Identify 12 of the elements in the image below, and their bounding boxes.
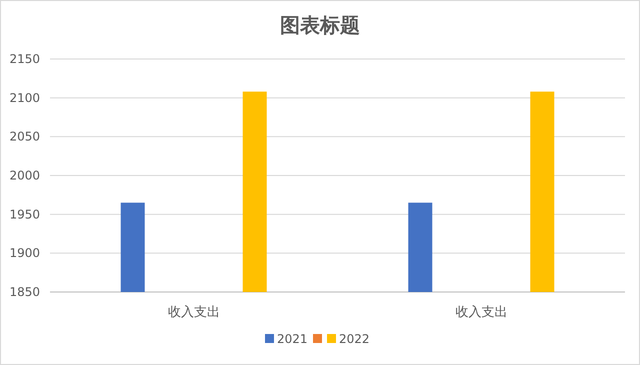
x-tick-label: 收入支出 [455, 305, 508, 320]
legend-label: 2021 [277, 332, 308, 346]
legend-label: 2022 [339, 332, 370, 346]
x-tick-label: 收入支出 [168, 305, 220, 320]
y-tick-label: 2000 [9, 168, 40, 182]
y-tick-label: 2100 [9, 90, 40, 105]
y-tick-label: 1850 [9, 285, 40, 299]
y-tick-label: 2150 [9, 52, 40, 66]
chart-title: 图表标题 [280, 13, 360, 37]
y-tick-label: 1900 [9, 246, 40, 260]
y-tick-label: 2050 [9, 130, 40, 144]
y-tick-label: 1950 [9, 207, 40, 222]
